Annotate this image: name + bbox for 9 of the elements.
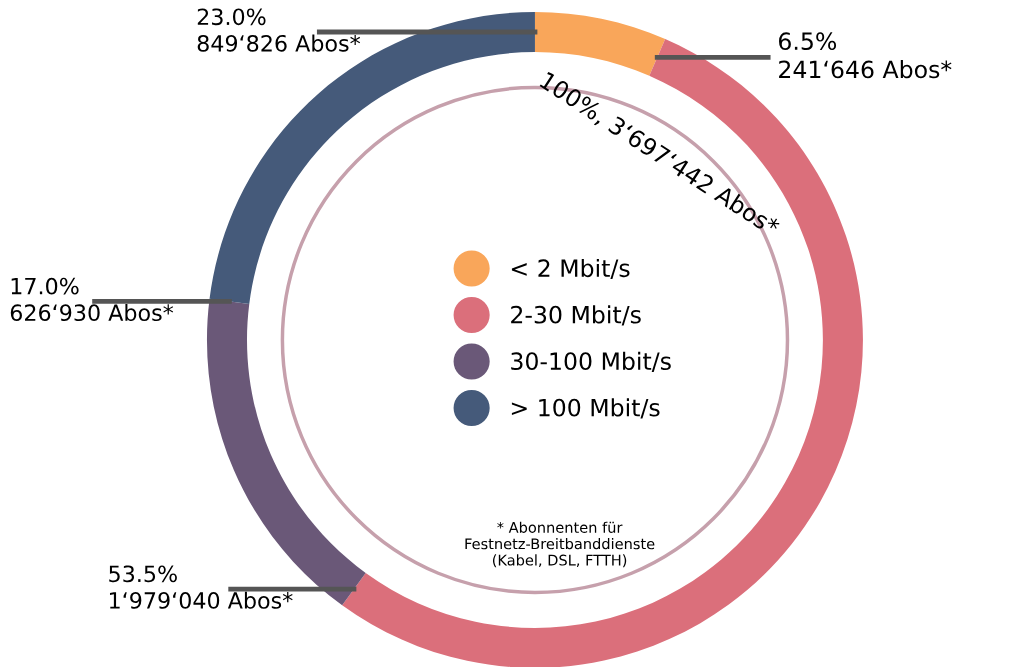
data-label: 53.5% 1‘979‘040 Abos* [109,565,293,609]
text: * Abonnenten für Festnetz-Breitbanddienste (Kabel, DSL, FTTH) [465,521,655,568]
legend-label: 30-100 Mbit/s [511,351,671,372]
data-label: 17.0% 626‘930 Abos* [10,277,174,322]
legend-label: > 100 Mbit/s [511,398,660,419]
legend-label: 2-30 Mbit/s [511,305,641,326]
data-label: 6.5% 241‘646 Abos* [779,32,952,79]
legend-label: < 2 Mbit/s [511,258,630,280]
data-label: 23.0% 849‘826 Abos* [197,8,361,52]
